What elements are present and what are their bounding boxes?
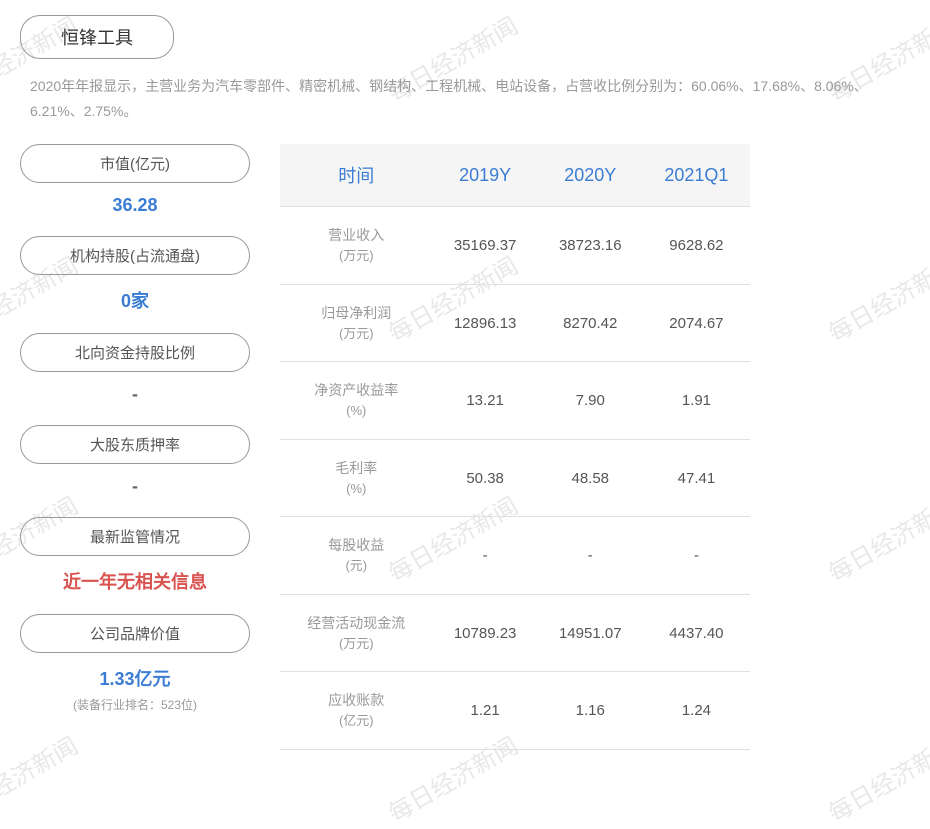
stat-value: 1.33亿元 xyxy=(20,665,250,691)
table-row: 营业收入(万元)35169.3738723.169628.62 xyxy=(280,207,750,285)
stat-value: 近一年无相关信息 xyxy=(20,568,250,594)
financial-table: 时间2019Y2020Y2021Q1 营业收入(万元)35169.3738723… xyxy=(280,144,750,750)
stat-value: 0家 xyxy=(20,287,250,313)
data-cell: 38723.16 xyxy=(538,207,643,285)
table-header-cell: 时间 xyxy=(280,144,433,207)
data-cell: - xyxy=(643,517,750,595)
data-cell: 8270.42 xyxy=(538,284,643,362)
row-label-cell: 每股收益(元) xyxy=(280,517,433,595)
row-label-cell: 归母净利润(万元) xyxy=(280,284,433,362)
table-row: 净资产收益率(%)13.217.901.91 xyxy=(280,362,750,440)
company-title-pill: 恒锋工具 xyxy=(20,15,174,59)
data-cell: 1.21 xyxy=(433,672,538,750)
business-description: 2020年年报显示，主营业务为汽车零部件、精密机械、钢结构、工程机械、电站设备，… xyxy=(20,74,910,124)
stat-label-pill: 公司品牌价值 xyxy=(20,614,250,653)
table-header-cell: 2021Q1 xyxy=(643,144,750,207)
row-label-cell: 营业收入(万元) xyxy=(280,207,433,285)
stat-value: 36.28 xyxy=(20,195,250,216)
data-cell: 47.41 xyxy=(643,439,750,517)
data-cell: 4437.40 xyxy=(643,594,750,672)
data-cell: 10789.23 xyxy=(433,594,538,672)
data-cell: - xyxy=(538,517,643,595)
data-cell: - xyxy=(433,517,538,595)
stat-label-pill: 机构持股(占流通盘) xyxy=(20,236,250,275)
data-cell: 48.58 xyxy=(538,439,643,517)
table-row: 应收账款(亿元)1.211.161.24 xyxy=(280,672,750,750)
row-label-cell: 经营活动现金流(万元) xyxy=(280,594,433,672)
stat-label-pill: 北向资金持股比例 xyxy=(20,333,250,372)
data-cell: 1.16 xyxy=(538,672,643,750)
table-header-cell: 2019Y xyxy=(433,144,538,207)
row-label-cell: 毛利率(%) xyxy=(280,439,433,517)
data-cell: 7.90 xyxy=(538,362,643,440)
stat-value: - xyxy=(20,384,250,405)
data-cell: 9628.62 xyxy=(643,207,750,285)
data-cell: 1.24 xyxy=(643,672,750,750)
data-cell: 13.21 xyxy=(433,362,538,440)
data-cell: 35169.37 xyxy=(433,207,538,285)
row-label-cell: 净资产收益率(%) xyxy=(280,362,433,440)
table-header-cell: 2020Y xyxy=(538,144,643,207)
data-cell: 50.38 xyxy=(433,439,538,517)
data-cell: 12896.13 xyxy=(433,284,538,362)
row-label-cell: 应收账款(亿元) xyxy=(280,672,433,750)
stat-label-pill: 大股东质押率 xyxy=(20,425,250,464)
stat-label-pill: 市值(亿元) xyxy=(20,144,250,183)
stat-label-pill: 最新监管情况 xyxy=(20,517,250,556)
stats-column: 市值(亿元) 36.28 机构持股(占流通盘) 0家北向资金持股比例 - 大股东质押率 - 最… xyxy=(20,144,250,750)
table-row: 每股收益(元)--- xyxy=(280,517,750,595)
stat-subtext: (装备行业排名：523位) xyxy=(20,696,250,713)
data-cell: 14951.07 xyxy=(538,594,643,672)
table-row: 经营活动现金流(万元)10789.2314951.074437.40 xyxy=(280,594,750,672)
data-cell: 1.91 xyxy=(643,362,750,440)
stat-value: - xyxy=(20,476,250,497)
data-cell: 2074.67 xyxy=(643,284,750,362)
table-row: 毛利率(%)50.3848.5847.41 xyxy=(280,439,750,517)
table-row: 归母净利润(万元)12896.138270.422074.67 xyxy=(280,284,750,362)
table-column: 时间2019Y2020Y2021Q1 营业收入(万元)35169.3738723… xyxy=(280,144,750,750)
